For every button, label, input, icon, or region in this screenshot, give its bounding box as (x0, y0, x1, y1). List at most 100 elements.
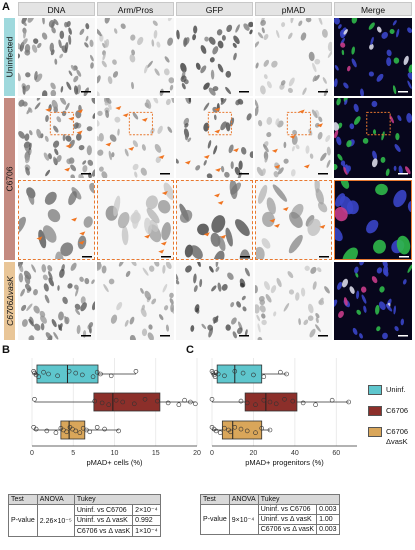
data-point (133, 368, 139, 374)
chart-b-pmad-cells: 0 5 10 15 20 pMAD+ cells (%) (30, 358, 201, 467)
data-point (253, 430, 258, 435)
table-comparison: C6706 vs Δ vasK (73, 525, 134, 537)
legend-item-c6706: C6706 (368, 406, 408, 416)
table-anova-value: 9×10⁻⁴ (228, 504, 259, 535)
data-point (53, 430, 59, 435)
table-header: Tukey (73, 494, 161, 505)
box-2 (244, 392, 298, 412)
micrograph-pmad-r1 (255, 18, 332, 96)
legend-item-uninf: Uninf. (368, 385, 406, 395)
table-comparison: Uninf. vs C6706 (257, 504, 318, 515)
data-point (267, 399, 273, 405)
legend-swatch (368, 427, 382, 437)
data-point (165, 400, 171, 406)
table-header: Test (200, 494, 230, 505)
micrograph-merge-r4 (334, 262, 412, 340)
row-label-c6706: C6706 (4, 98, 15, 260)
table-value: 2×10⁻⁴ (132, 504, 161, 516)
x-axis-label: pMAD+ progenitors (%) (245, 458, 324, 467)
table-header: Test (8, 494, 38, 505)
data-point (282, 396, 287, 402)
row-label-c6706-vask: C6706ΔvasK (4, 262, 15, 340)
box-2 (93, 392, 161, 412)
column-header-arm-pros: Arm/Pros (97, 2, 174, 16)
data-point (33, 426, 39, 432)
data-point (142, 396, 148, 402)
data-point (36, 374, 41, 380)
table-value: 1×10⁻⁴ (132, 525, 161, 537)
data-point (215, 371, 221, 377)
data-point (284, 371, 289, 377)
data-point (251, 372, 256, 378)
micrograph-gfp-r3 (176, 180, 253, 260)
data-point (228, 429, 233, 435)
data-point (209, 396, 215, 402)
data-point (120, 399, 126, 405)
data-point (90, 374, 96, 380)
box-3 (221, 420, 263, 440)
data-point (108, 373, 114, 379)
data-point (102, 426, 107, 432)
x-tick-label: 5 (71, 450, 75, 457)
micrograph-arm-pros-r3 (97, 180, 174, 260)
table-value: 0.992 (132, 515, 161, 526)
micrograph-gfp-r1 (176, 18, 253, 96)
data-point (193, 401, 198, 407)
data-point (259, 425, 265, 431)
column-header-gfp: GFP (176, 2, 253, 16)
data-point (313, 402, 318, 408)
legend-swatch (368, 385, 382, 395)
data-point (92, 398, 97, 404)
data-point (261, 397, 267, 403)
row-label-uninfected: Uninfected (4, 18, 15, 96)
data-point (113, 397, 119, 403)
table-row-label: P-value (8, 504, 38, 537)
data-point (238, 398, 244, 404)
data-point (290, 398, 296, 404)
x-tick-label: 20 (250, 450, 258, 457)
x-tick-label: 40 (291, 450, 299, 457)
micrograph-arm-pros-r1 (97, 18, 174, 96)
table-header: ANOVA (36, 494, 75, 505)
micrograph-merge-r2 (334, 98, 412, 178)
data-point (188, 399, 193, 405)
legend-swatch (368, 406, 382, 416)
micrograph-dna-r1 (18, 18, 95, 96)
panel-a-letter: A (2, 1, 10, 13)
data-point (222, 373, 227, 379)
x-tick-label: 10 (111, 450, 119, 457)
data-point (346, 399, 352, 405)
micrograph-gfp-r4 (176, 262, 253, 340)
table-comparison: C6706 vs Δ vasK (257, 524, 318, 535)
table-header: ANOVA (228, 494, 259, 505)
data-point (46, 371, 51, 377)
data-point (99, 400, 105, 406)
x-tick-label: 0 (30, 450, 34, 457)
data-point (244, 428, 250, 434)
table-row-label: P-value (200, 504, 230, 535)
micrograph-merge-r3 (334, 180, 412, 260)
micrograph-dna-r4 (18, 262, 95, 340)
micrograph-pmad-r3 (255, 180, 332, 260)
panel-c-letter: C (186, 344, 194, 356)
data-point (238, 426, 244, 432)
data-point (232, 368, 238, 374)
data-point (77, 430, 83, 435)
micrograph-dna-r3 (18, 180, 95, 260)
data-point (132, 401, 137, 407)
data-point (240, 370, 246, 376)
data-point (64, 429, 69, 435)
data-point (212, 374, 218, 380)
data-point (41, 369, 46, 375)
data-point (73, 428, 79, 434)
data-point (267, 427, 273, 433)
micrograph-gfp-r2 (176, 98, 253, 178)
table-comparison: Uninf. vs Δ vasK (257, 514, 318, 525)
column-header-merge: Merge (334, 2, 412, 16)
data-point (244, 400, 250, 406)
data-point (73, 370, 79, 376)
x-tick-label: 20 (193, 450, 201, 457)
data-point (213, 428, 219, 434)
table-value: 0.003 (316, 504, 340, 515)
table-header: Tukey (257, 494, 340, 505)
